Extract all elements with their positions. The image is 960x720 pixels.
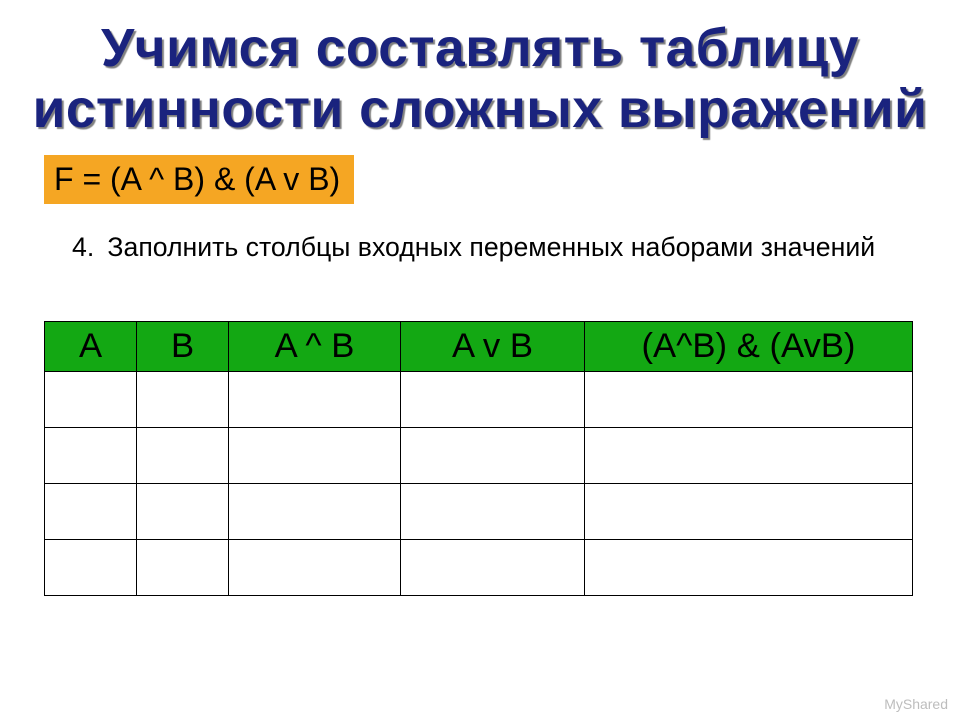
table-cell bbox=[585, 483, 913, 539]
table-cell bbox=[45, 483, 137, 539]
table-cell bbox=[137, 371, 229, 427]
table-header-cell: B bbox=[137, 321, 229, 371]
table-cell bbox=[401, 427, 585, 483]
table-cell bbox=[137, 539, 229, 595]
step-instruction: 4. Заполнить столбцы входных переменных … bbox=[72, 232, 960, 263]
table-cell bbox=[229, 539, 401, 595]
table-cell bbox=[401, 483, 585, 539]
table-cell bbox=[401, 371, 585, 427]
table-header-cell: A v B bbox=[401, 321, 585, 371]
table-cell bbox=[229, 371, 401, 427]
table-cell bbox=[585, 427, 913, 483]
table-row bbox=[45, 539, 913, 595]
table-body bbox=[45, 371, 913, 595]
table-row bbox=[45, 371, 913, 427]
table-cell bbox=[401, 539, 585, 595]
table-cell bbox=[229, 427, 401, 483]
table-cell bbox=[137, 483, 229, 539]
title-line-2: истинности сложных выражений bbox=[33, 80, 928, 139]
watermark: MyShared bbox=[884, 696, 948, 712]
title-line-1: Учимся составлять таблицу bbox=[101, 19, 859, 78]
table-header-cell: (A^B) & (AvB) bbox=[585, 321, 913, 371]
step-text: Заполнить столбцы входных переменных наб… bbox=[107, 232, 875, 262]
table-header-cell: A bbox=[45, 321, 137, 371]
truth-table: ABA ^ BA v B(A^B) & (AvB) bbox=[44, 321, 913, 596]
table-cell bbox=[585, 371, 913, 427]
step-number: 4. bbox=[72, 232, 100, 263]
slide-title: Учимся составлять таблицу истинности сло… bbox=[0, 0, 960, 141]
table-header-cell: A ^ B bbox=[229, 321, 401, 371]
table-row bbox=[45, 483, 913, 539]
table-header-row: ABA ^ BA v B(A^B) & (AvB) bbox=[45, 321, 913, 371]
table-cell bbox=[585, 539, 913, 595]
table-row bbox=[45, 427, 913, 483]
formula-box: F = (A ^ B) & (A v B) bbox=[44, 155, 354, 204]
table-cell bbox=[229, 483, 401, 539]
table-cell bbox=[45, 427, 137, 483]
table-cell bbox=[45, 539, 137, 595]
formula-text: F = (A ^ B) & (A v B) bbox=[54, 161, 340, 197]
table-cell bbox=[45, 371, 137, 427]
table-cell bbox=[137, 427, 229, 483]
